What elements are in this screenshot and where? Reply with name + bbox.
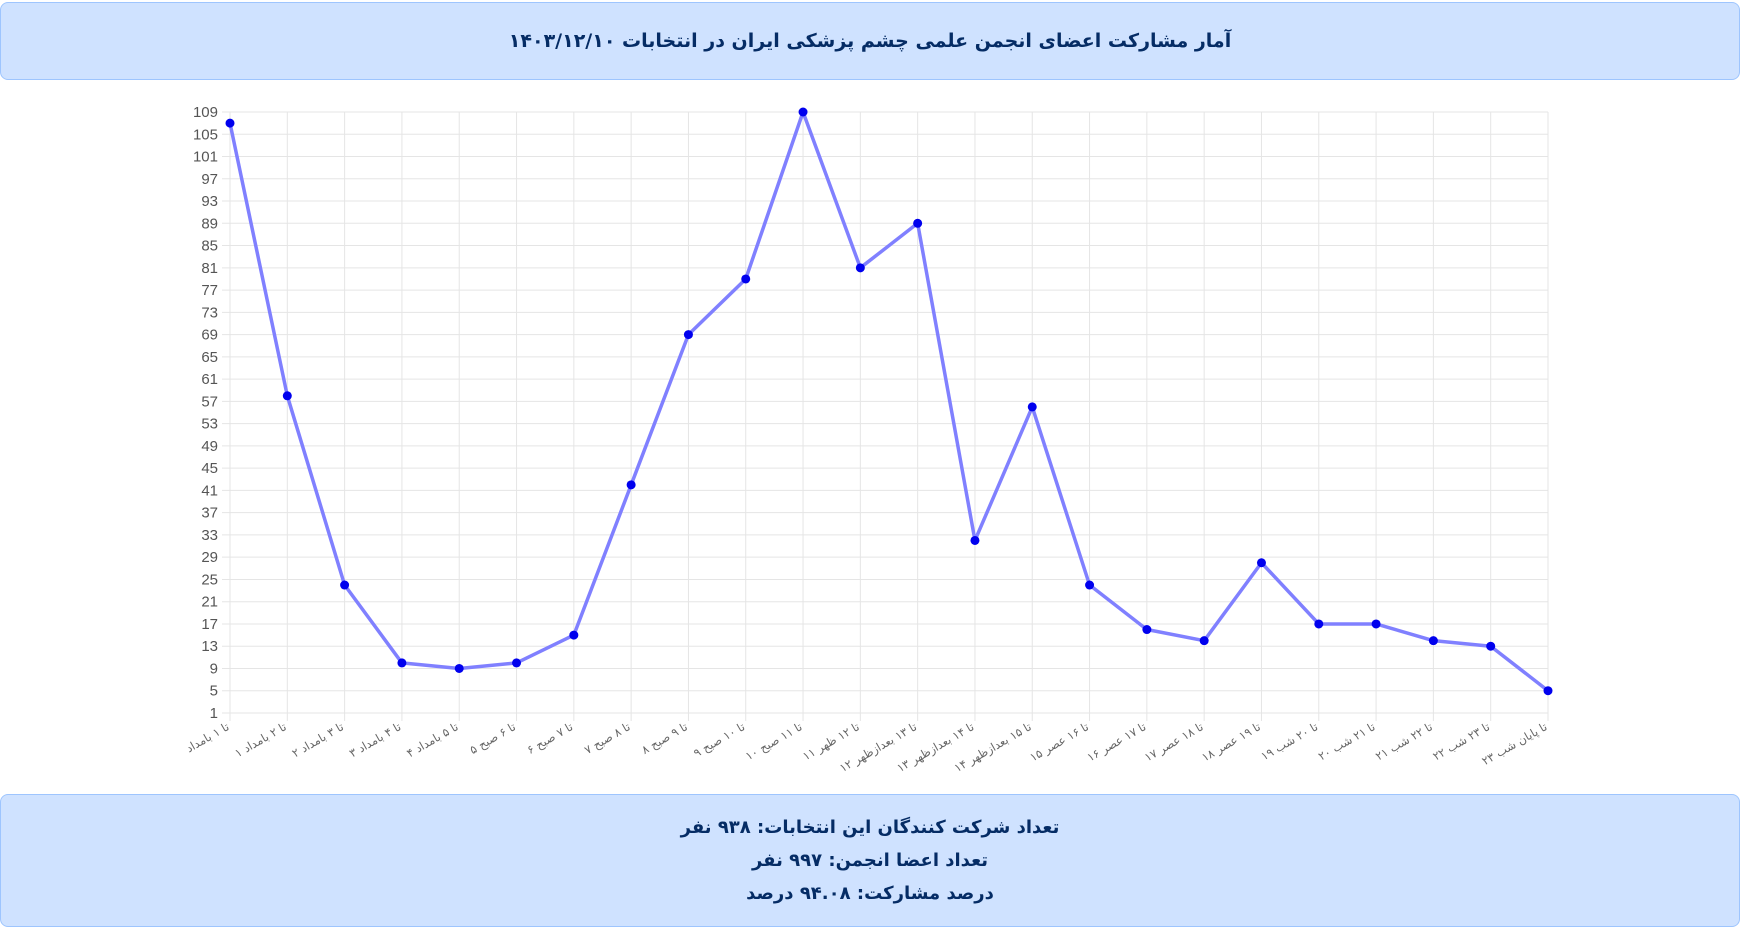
y-tick-label: 21 [201,594,218,611]
y-tick-label: 85 [201,238,218,255]
y-tick-label: 61 [201,371,218,388]
y-tick-label: 33 [201,527,218,544]
data-point [855,263,865,273]
y-tick-label: 5 [210,683,218,700]
x-tick-label: ۹ تا ۱۰ صبح [691,719,747,760]
data-point [340,580,350,590]
x-tick-label: ۲۳ تا پایان شب [1479,719,1549,768]
data-point [1314,619,1324,629]
y-tick-label: 29 [201,549,218,566]
x-tick-label: ۱۶ تا ۱۷ عصر [1085,719,1149,765]
data-point [225,118,235,128]
grid-layer [222,111,1549,721]
data-point [454,663,464,673]
data-point [741,274,751,284]
y-tick-label: 17 [201,616,218,633]
data-point [683,330,693,340]
x-tick-label: ۲۱ تا ۲۲ شب [1373,719,1435,763]
page-title: آمار مشارکت اعضای انجمن علمی چشم پزشکی ا… [508,30,1232,52]
y-tick-label: 73 [201,304,218,321]
participants-count-text: تعداد شرکت کنندگان این انتخابات: ۹۳۸ نفر [680,817,1060,838]
data-point [626,480,636,490]
y-tick-label: 9 [210,660,218,677]
y-tick-label: 41 [201,482,218,499]
y-tick-label: 109 [193,104,218,121]
x-tick-label: ۵ تا ۶ صبح [467,719,518,756]
y-tick-label: 45 [201,460,218,477]
y-tick-label: 25 [201,571,218,588]
x-tick-label: ۳ تا ۴ بامداد [347,719,404,760]
y-tick-label: 53 [201,416,218,433]
series-points-layer [225,107,1553,696]
x-tick-label: ۱۸ تا ۱۹ عصر [1199,719,1263,765]
series-line-layer [228,110,1550,693]
x-tick-label: ۲ تا ۳ بامداد [290,719,347,760]
data-point [397,658,407,668]
y-tick-label: 1 [210,705,218,722]
data-point [569,630,579,640]
x-tick-label: ۲۰ تا ۲۱ شب [1316,719,1378,763]
data-point [512,658,522,668]
x-tick-label: ۱۷ تا ۱۸ عصر [1142,719,1206,765]
x-tick-label: ۱۹ تا ۲۰ شب [1258,719,1320,763]
x-tick-label: تا ۱ بامداد [183,719,231,755]
data-point [1027,402,1037,412]
data-point [1085,580,1095,590]
y-tick-label: 57 [201,393,218,410]
data-point [1543,686,1553,696]
y-tick-label: 69 [201,327,218,344]
x-tick-label: ۴ تا ۵ بامداد [404,719,461,760]
data-point [1428,636,1438,646]
y-tick-label: 97 [201,171,218,188]
y-tick-label: 49 [201,438,218,455]
x-tick-label: ۶ تا ۷ صبح [524,719,575,756]
y-tick-label: 101 [193,149,218,166]
x-tick-label: ۷ تا ۸ صبح [582,719,633,756]
header-panel: آمار مشارکت اعضای انجمن علمی چشم پزشکی ا… [0,2,1740,80]
data-point [282,391,292,401]
chart-area: 109 105 101 97 93 89 85 81 77 73 69 65 61 57 53 49 45 41 3… [0,84,1744,792]
x-tick-label: ۱۵ تا ۱۶ عصر [1027,719,1091,765]
footer-panel: تعداد شرکت کنندگان این انتخابات: ۹۳۸ نفر… [0,794,1740,927]
data-point [1142,625,1152,635]
data-point [1486,641,1496,651]
y-axis-ticks: 109 105 101 97 93 89 85 81 77 73 69 65 61 57 53 49 45 41 3… [193,104,218,722]
y-tick-label: 105 [193,126,218,143]
y-tick-label: 93 [201,193,218,210]
data-point [970,535,980,545]
y-tick-label: 37 [201,505,218,522]
y-tick-label: 77 [201,282,218,299]
data-point [1199,636,1209,646]
data-point [913,218,923,228]
x-tick-label: ۸ تا ۹ صبح [639,719,690,756]
data-point [798,107,808,117]
members-count-text: تعداد اعضا انجمن: ۹۹۷ نفر [751,850,988,871]
y-tick-label: 65 [201,349,218,366]
line-chart: 109 105 101 97 93 89 85 81 77 73 69 65 61 57 53 49 45 41 3… [183,104,1553,776]
y-tick-label: 89 [201,215,218,232]
series-line [228,110,1550,693]
data-point [1371,619,1381,629]
participation-percent-text: درصد مشارکت: ۹۴.۰۸ درصد [746,883,994,904]
data-point [1256,558,1266,568]
y-tick-label: 81 [201,260,218,277]
y-tick-label: 13 [201,638,218,655]
x-tick-label: ۱۰ تا ۱۱ صبح [743,719,805,763]
x-tick-label: ۱ تا ۲ بامداد [232,719,289,760]
